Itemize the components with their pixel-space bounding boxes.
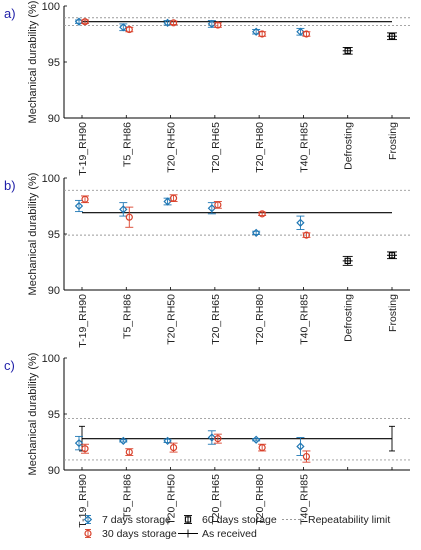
data-point-square [344,257,351,265]
x-tick-label: T5_RH86 [121,294,133,339]
y-tick-label: 95 [48,57,60,69]
x-tick-label: T20_RH50 [166,294,178,345]
y-tick-label: 95 [48,409,60,421]
data-point-diamond [119,23,128,32]
y-axis-label: Mechanical durability (%) [27,1,39,124]
panel-1: 90 95 100 T-19_RH90 T5_RH86 T20_RH50 T20_RH65 T… [4,1,410,176]
legend-entry: 60 days storage [184,514,277,526]
data-point-circle [125,448,133,456]
x-tick-label: Frosting [387,122,399,160]
y-tick-label: 95 [48,229,60,241]
data-point-circle [214,201,222,209]
legend-label: 7 days storage [102,514,171,526]
x-tick-label: T20_RH80 [254,294,266,345]
data-point-diamond [163,18,172,27]
x-tick-label: T5_RH86 [121,122,133,167]
data-point-diamond [251,228,261,238]
legend-circle-marker [84,529,92,538]
data-point-circle [302,30,311,38]
data-point-diamond [296,442,305,451]
data-point-diamond [74,201,84,211]
data-point-diamond [163,197,172,206]
legend-entry: 30 days storage [84,528,177,540]
data-point-circle [125,25,133,34]
x-tick-label: T20_RH65 [210,294,222,345]
data-point-circle [214,21,222,29]
data-point-circle [214,435,222,443]
legend-diamond-marker [83,515,93,524]
legend-entry: Repeatability limit [282,514,390,526]
data-point-diamond [163,436,172,446]
data-point-circle [169,19,178,27]
x-tick-label: T20_RH50 [166,122,178,173]
legend-label: Repeatability limit [308,514,390,526]
data-point-circle [258,30,266,38]
y-tick-label: 100 [42,173,60,185]
data-point-diamond [296,27,305,36]
y-tick-label: 90 [48,113,60,125]
data-point-diamond [119,436,128,446]
y-tick-label: 100 [42,353,60,365]
data-point-circle [302,231,311,239]
data-point-circle [258,210,266,218]
y-tick-label: 90 [48,465,60,477]
panel-2: 90 95 100 T-19_RH90 T5_RH86 T20_RH50 T20_RH65 T… [4,173,410,348]
data-point-square [388,252,396,259]
legend-label: 30 days storage [102,528,177,540]
data-point-square [344,47,351,54]
legend-entry: As received [178,528,257,540]
data-point-circle [169,444,178,452]
data-point-diamond [207,433,217,442]
data-point-square [388,33,396,40]
data-point-diamond [207,204,217,213]
legend-label: 60 days storage [202,514,277,526]
y-tick-label: 90 [48,285,60,297]
legend-label: As received [202,528,257,540]
x-tick-label: T40_RH85 [298,474,310,525]
x-tick-label: T-19_RH90 [77,122,89,176]
x-tick-label: T-19_RH90 [77,474,89,528]
data-point-circle [81,18,89,26]
x-tick-label: Defrosting [343,122,355,170]
data-point-circle [169,194,178,202]
x-tick-label: Frosting [387,294,399,332]
x-tick-label: T40_RH85 [298,122,310,173]
legend-entry: 7 days storage [83,514,171,526]
y-axis-label: Mechanical durability (%) [27,173,39,296]
x-tick-label: T20_RH80 [254,474,266,525]
panel-label: c) [4,358,15,373]
data-point-diamond [119,205,128,214]
data-point-circle [302,452,311,461]
x-tick-label: T-19_RH90 [77,294,89,348]
y-tick-label: 100 [42,1,60,13]
y-axis-label: Mechanical durability (%) [27,353,39,476]
data-point-circle [81,445,89,453]
x-tick-label: T5_RH86 [121,474,133,519]
legend: 7 days storage 30 days storage 60 days sto… [83,514,390,540]
legend-square-marker [184,516,192,523]
data-point-circle [81,195,89,203]
data-point-diamond [296,218,305,227]
data-point-diamond [251,435,261,444]
x-tick-label: T20_RH65 [210,122,222,173]
panel-3: 90 95 100 T-19_RH90 T5_RH86 T20_RH50 T20_RH65 T… [4,353,410,528]
data-point-diamond [74,438,84,448]
data-point-circle [258,444,266,452]
data-point-diamond [251,27,261,36]
x-tick-label: T40_RH85 [298,294,310,345]
x-tick-label: T20_RH50 [166,474,178,525]
data-point-diamond [74,17,84,26]
data-point-circle [125,213,133,221]
x-tick-label: T20_RH65 [210,474,222,525]
panel-label: b) [4,178,16,193]
x-tick-label: Defrosting [343,294,355,342]
x-tick-label: T20_RH80 [254,122,266,173]
panel-label: a) [4,6,16,21]
